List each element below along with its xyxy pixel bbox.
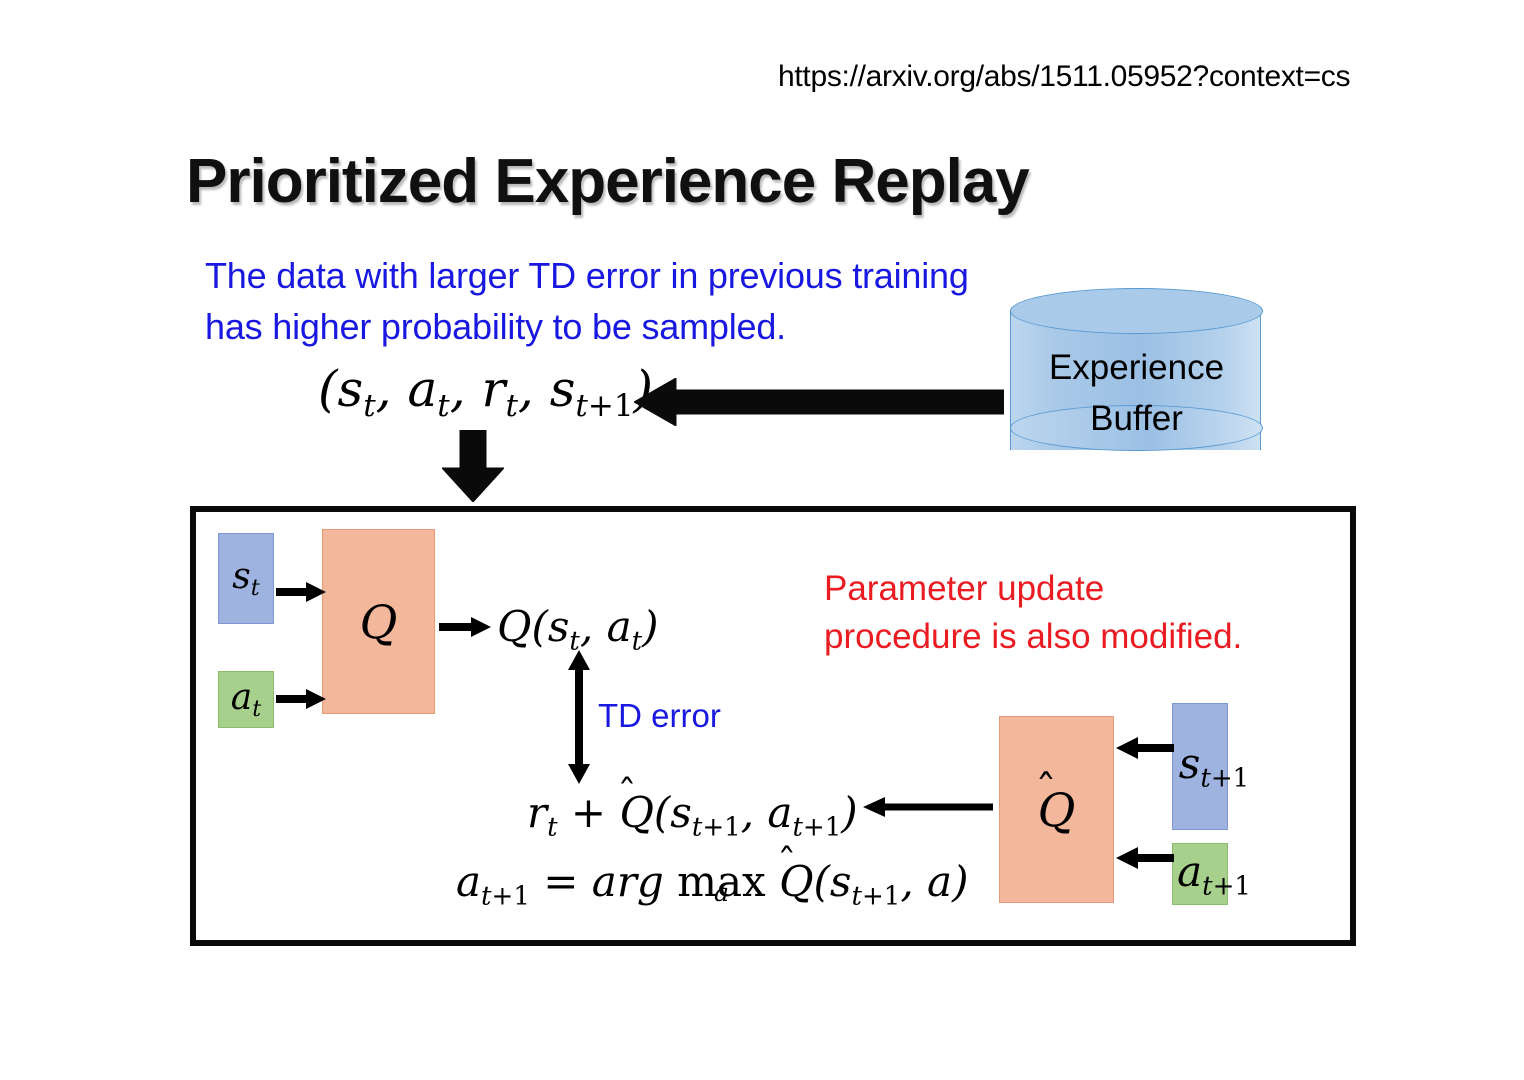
- q-network-label: Q: [359, 594, 398, 649]
- experience-buffer-label: Experience Buffer: [1010, 343, 1263, 445]
- action-label-at: at: [230, 676, 262, 723]
- buffer-label-line-1: Experience: [1048, 348, 1225, 387]
- arrow-at-to-q-icon: [276, 689, 326, 709]
- experience-buffer-cylinder: Experience Buffer: [1010, 288, 1263, 472]
- page-title: Prioritized Experience Replay: [186, 147, 1030, 216]
- block-arrow-left-icon: [634, 378, 1004, 426]
- arrow-at1-to-targetq-icon: [1116, 847, 1174, 869]
- state-label-st: st: [232, 555, 260, 602]
- action-input-box-at1: at+1: [1172, 843, 1251, 905]
- target-q-network-box: ̂Q: [999, 716, 1114, 903]
- state-input-box-st1: st+1: [1172, 703, 1249, 830]
- td-target-expression: rt + ̂Q(st+1, at+1): [527, 788, 858, 843]
- description-text: The data with larger TD error in previou…: [205, 255, 969, 348]
- cylinder-top-ellipse: [1010, 288, 1263, 334]
- arrow-st-to-q-icon: [276, 582, 326, 602]
- state-input-box-st: st: [218, 533, 274, 624]
- arrow-st1-to-targetq-icon: [1116, 737, 1174, 759]
- note-line-2: procedure is also modified.: [824, 617, 1243, 657]
- q-network-box: Q: [322, 529, 435, 714]
- source-url-text: https://arxiv.org/abs/1511.05952?context…: [778, 60, 1351, 93]
- note-line-1: Parameter update: [824, 569, 1105, 608]
- buffer-label-line-2: Buffer: [1090, 398, 1183, 438]
- q-value-expression: Q(st, at): [497, 602, 659, 657]
- td-error-label: TD error: [598, 697, 721, 734]
- main-diagram-frame: [190, 506, 1356, 946]
- block-arrow-down-icon: [442, 430, 504, 502]
- arrow-targetq-to-tdtarget-icon: [863, 797, 993, 817]
- experience-tuple-expression: (st, at, rt, st+1): [318, 360, 654, 424]
- cylinder-bottom-ellipse: [1010, 405, 1263, 451]
- arrow-q-to-output-icon: [439, 617, 491, 637]
- action-input-box-at: at: [218, 671, 274, 728]
- double-headed-vertical-arrow-icon: [568, 650, 590, 784]
- target-q-network-label: ̂Q: [1037, 782, 1076, 837]
- parameter-update-note: Parameter update procedure is also modif…: [824, 565, 1324, 662]
